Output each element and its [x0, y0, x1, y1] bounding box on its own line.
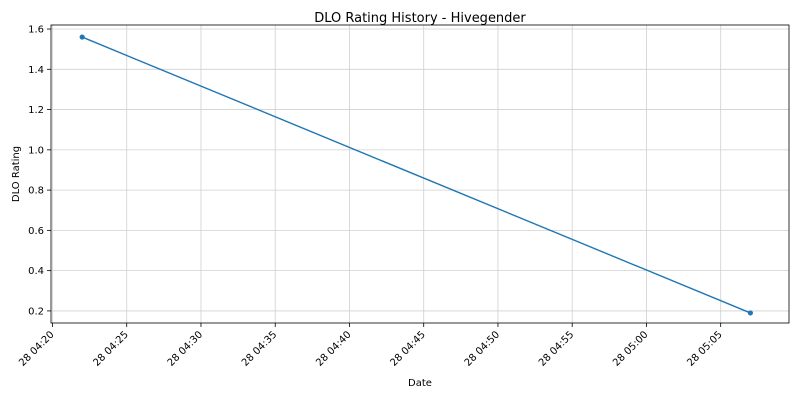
y-tick-label: 0.6: [28, 226, 44, 237]
y-tick-label: 0.4: [28, 266, 44, 277]
data-point: [747, 310, 753, 316]
x-tick-label: 28 04:20: [17, 329, 56, 368]
data-point: [79, 34, 85, 40]
x-tick-label: 28 04:50: [463, 329, 502, 368]
y-tick-label: 1.6: [28, 25, 44, 36]
x-tick-label: 28 04:25: [91, 329, 130, 368]
series-layer: [79, 34, 753, 316]
x-tick-label: 28 04:30: [166, 329, 205, 368]
y-tick-label: 1.4: [28, 65, 44, 76]
y-tick-label: 1.2: [28, 105, 44, 116]
x-tick-label: 28 04:45: [388, 329, 427, 368]
y-tick-label: 1.0: [28, 145, 44, 156]
series-line: [81, 36, 751, 314]
x-tick-label: 28 05:05: [685, 329, 724, 368]
x-axis-label: Date: [408, 378, 432, 389]
plot-frame: [50, 24, 790, 324]
x-tick-label: 28 05:00: [611, 329, 650, 368]
y-tick-label: 0.8: [28, 186, 44, 197]
y-axis: 0.2 0.4 0.6 0.8 1.0 1.2 1.4 1.6: [28, 25, 51, 317]
chart-title: DLO Rating History - Hivegender: [314, 11, 526, 26]
y-axis-label: DLO Rating: [11, 146, 22, 202]
x-tick-label: 28 04:40: [314, 329, 353, 368]
x-axis: 28 04:20 28 04:25 28 04:30 28 04:35 28 04:40…: [17, 323, 725, 369]
y-tick-label: 0.2: [28, 306, 44, 317]
x-tick-label: 28 04:35: [240, 329, 279, 368]
x-tick-label: 28 04:55: [537, 329, 576, 368]
grid: [51, 25, 789, 323]
